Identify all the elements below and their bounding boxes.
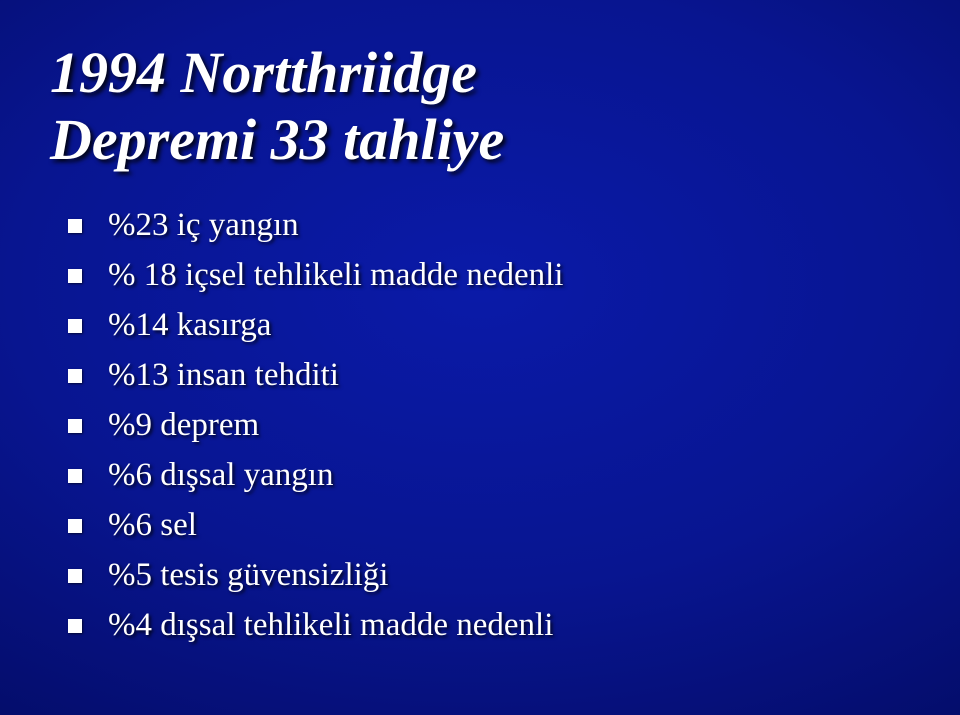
list-item-text: %13 insan tehditi <box>108 359 910 392</box>
list-item-text: %23 iç yangın <box>108 209 910 242</box>
list-item: % 18 içsel tehlikeli madde nedenli <box>68 259 910 292</box>
square-bullet-icon <box>68 519 82 533</box>
square-bullet-icon <box>68 569 82 583</box>
title-line-1: 1994 Nortthriidge <box>50 40 910 107</box>
square-bullet-icon <box>68 219 82 233</box>
list-item: %4 dışsal tehlikeli madde nedenli <box>68 609 910 642</box>
square-bullet-icon <box>68 619 82 633</box>
square-bullet-icon <box>68 369 82 383</box>
list-item: %13 insan tehditi <box>68 359 910 392</box>
square-bullet-icon <box>68 419 82 433</box>
list-item: %23 iç yangın <box>68 209 910 242</box>
list-item: %9 deprem <box>68 409 910 442</box>
list-item-text: %14 kasırga <box>108 309 910 342</box>
list-item-text: % 18 içsel tehlikeli madde nedenli <box>108 259 910 292</box>
list-item: %14 kasırga <box>68 309 910 342</box>
square-bullet-icon <box>68 269 82 283</box>
list-item-text: %9 deprem <box>108 409 910 442</box>
list-item: %5 tesis güvensizliği <box>68 559 910 592</box>
bullet-list: %23 iç yangın % 18 içsel tehlikeli madde… <box>50 209 910 642</box>
square-bullet-icon <box>68 469 82 483</box>
slide-title: 1994 Nortthriidge Depremi 33 tahliye <box>50 40 910 173</box>
list-item: %6 sel <box>68 509 910 542</box>
list-item: %6 dışsal yangın <box>68 459 910 492</box>
list-item-text: %4 dışsal tehlikeli madde nedenli <box>108 609 910 642</box>
list-item-text: %6 sel <box>108 509 910 542</box>
square-bullet-icon <box>68 319 82 333</box>
list-item-text: %5 tesis güvensizliği <box>108 559 910 592</box>
list-item-text: %6 dışsal yangın <box>108 459 910 492</box>
title-line-2: Depremi 33 tahliye <box>50 107 910 174</box>
